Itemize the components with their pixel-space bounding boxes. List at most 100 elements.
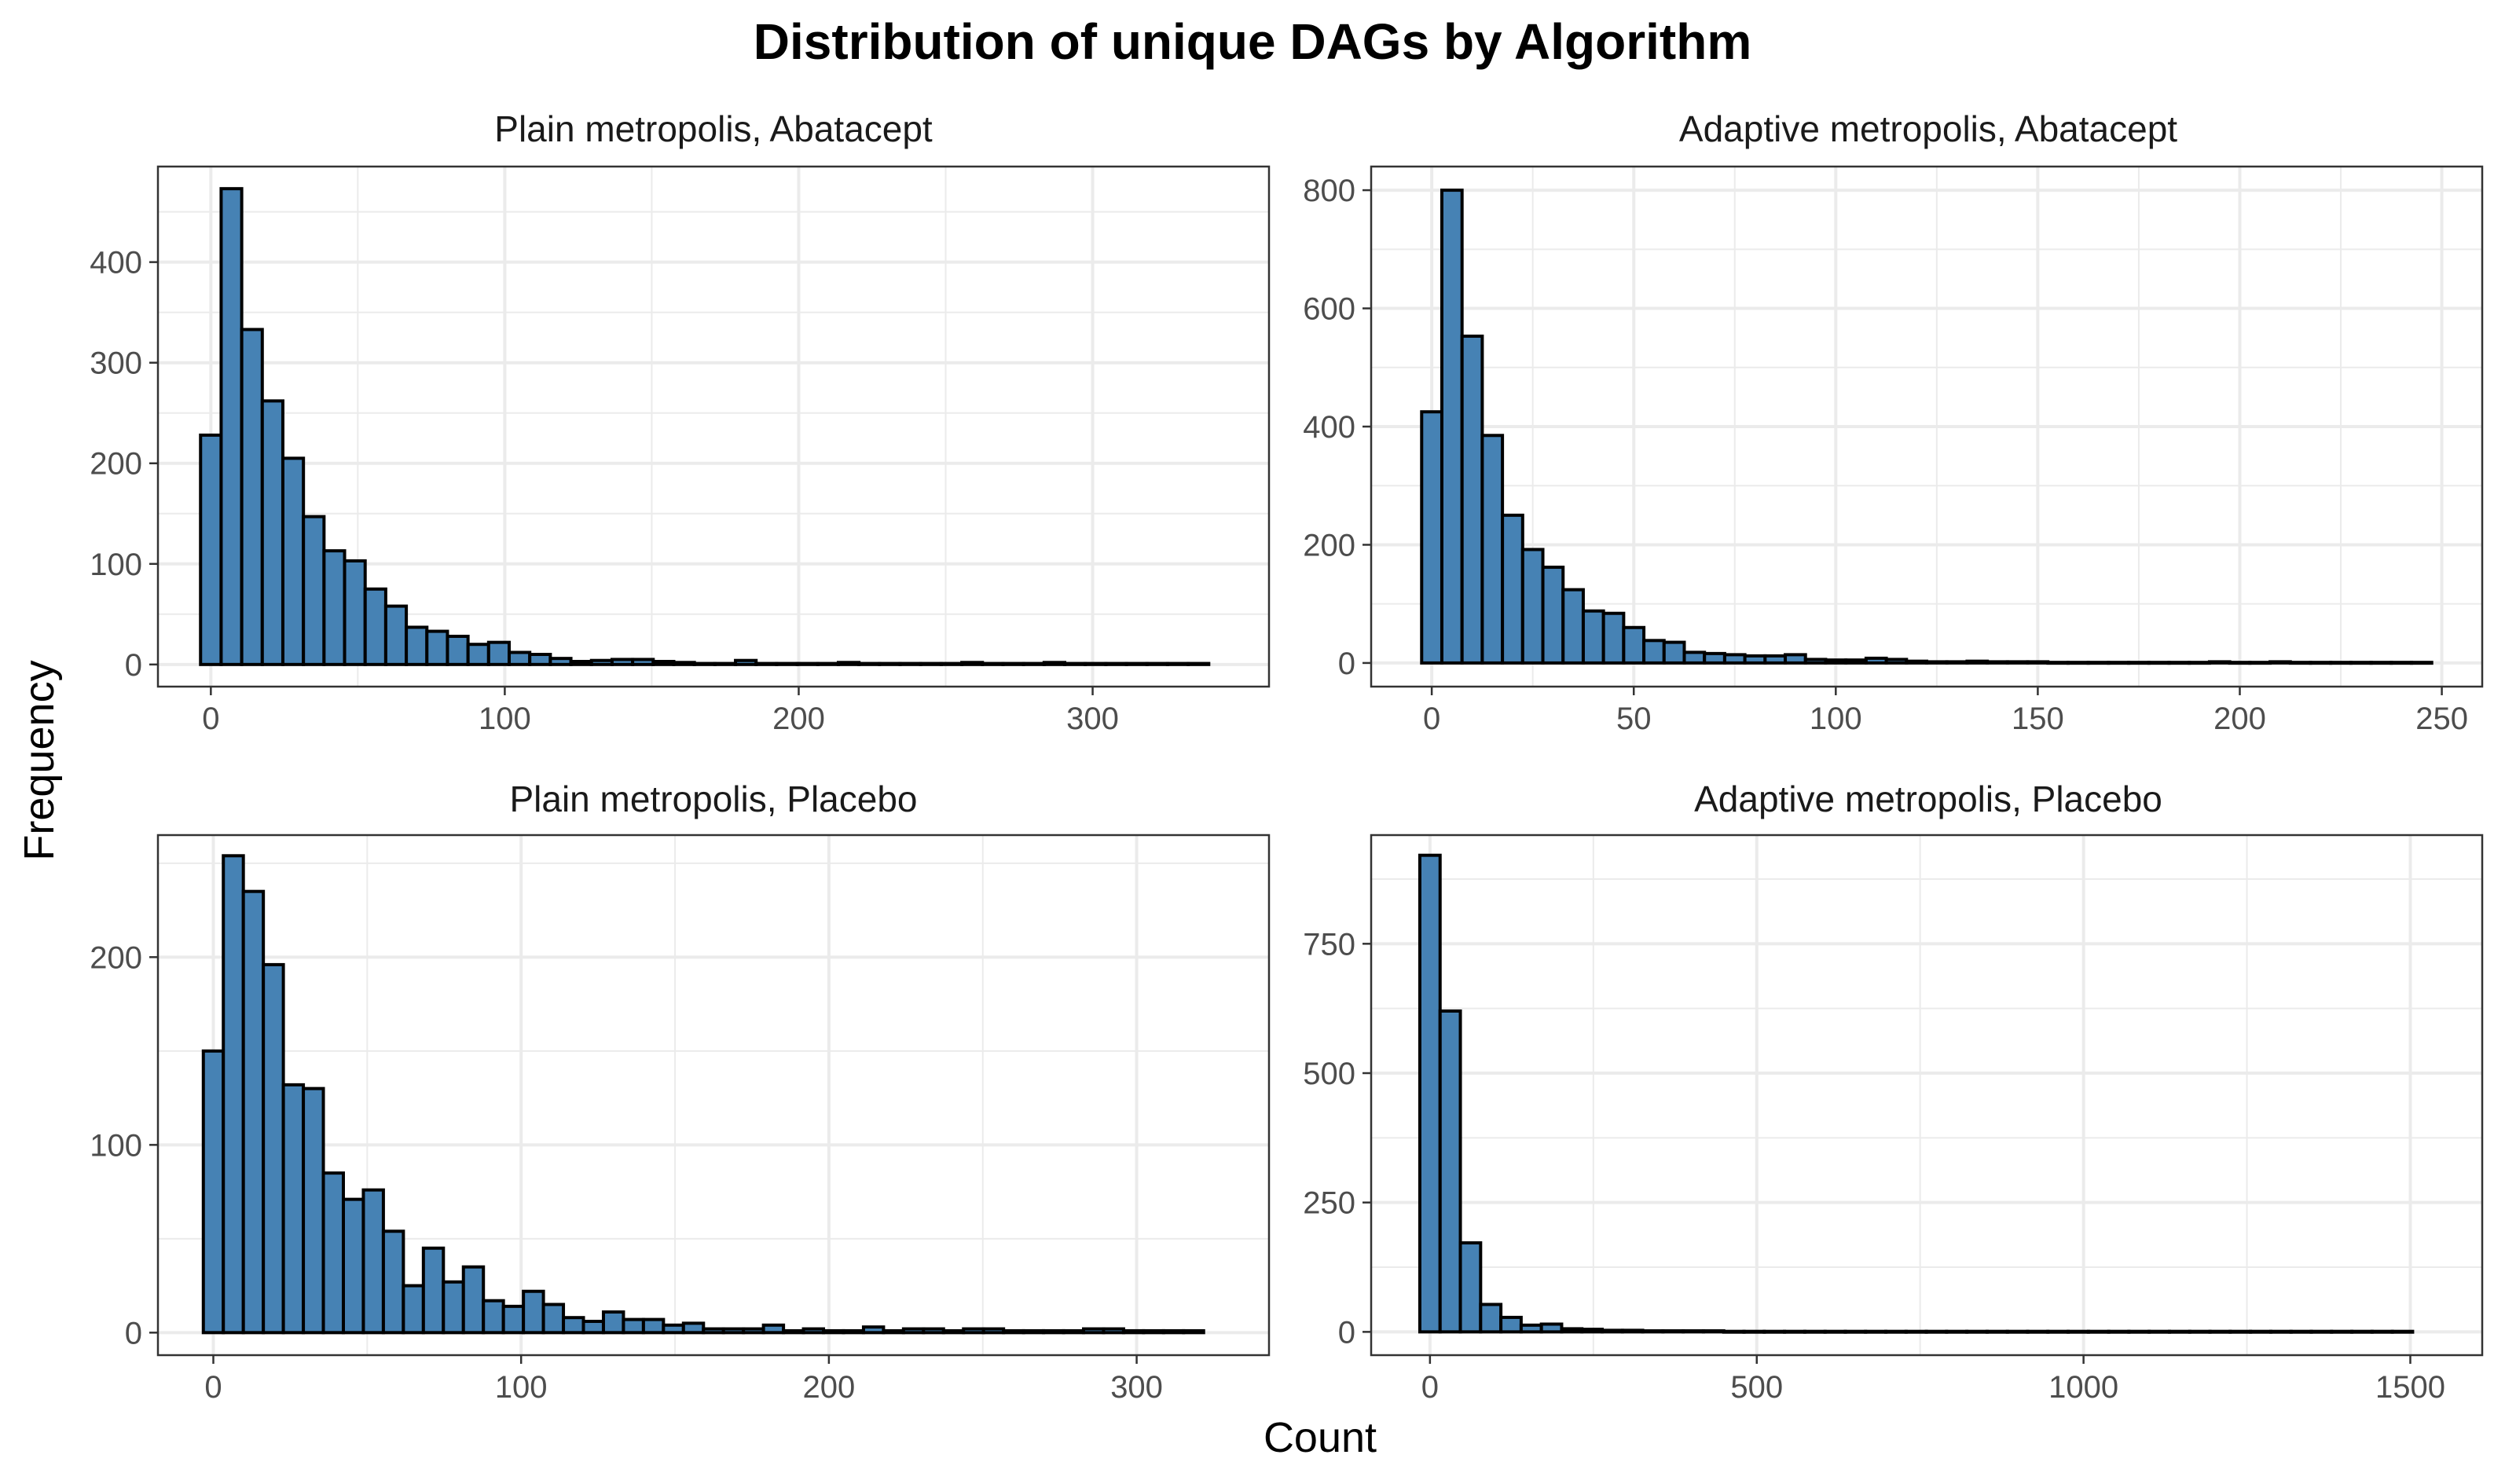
x-tick-label: 100 — [495, 1370, 548, 1405]
histogram-bar — [1063, 661, 1087, 666]
panel-plain-placebo: Plain metropolis, Placebo 0 100 200 300 0 100… — [90, 779, 1271, 1405]
histogram-bar — [919, 661, 943, 666]
x-tick-label: 200 — [2213, 702, 2266, 736]
histogram-bar — [1519, 1323, 1543, 1334]
histogram-bar — [1002, 1328, 1025, 1335]
y-tick-label: 250 — [1303, 1186, 1355, 1221]
histogram-bar — [1945, 660, 1969, 665]
panel-border — [156, 165, 1271, 688]
histogram-bar — [842, 1328, 865, 1335]
histogram-bar — [1743, 654, 1767, 665]
histogram-bar — [641, 1317, 666, 1335]
histogram-bar — [486, 640, 512, 666]
x-axis-title: Count — [1264, 1414, 1377, 1461]
histogram-bar — [466, 643, 490, 666]
histogram-bar — [1541, 566, 1565, 665]
histogram-bar — [2329, 661, 2353, 665]
histogram-bar — [2288, 661, 2312, 665]
histogram-bar — [1620, 1328, 1645, 1334]
y-tick-label: 0 — [1338, 1315, 1355, 1350]
histogram-bar — [1001, 661, 1025, 666]
histogram-bar — [651, 659, 676, 666]
histogram-bar — [1701, 1329, 1726, 1334]
histogram-bar — [2005, 660, 2030, 665]
y-tick-label: 500 — [1303, 1057, 1355, 1091]
y-tick-label: 300 — [90, 346, 142, 381]
histogram-bar — [589, 658, 614, 666]
histogram-bar — [222, 854, 245, 1335]
histogram-bar — [569, 659, 593, 666]
x-tick-label: 500 — [1730, 1370, 1783, 1405]
histogram-bar — [901, 1327, 926, 1335]
histogram-bar — [1161, 1328, 1186, 1335]
histogram-bar — [1703, 651, 1726, 665]
histogram-bar — [2147, 661, 2171, 665]
histogram-bar — [1440, 189, 1464, 665]
y-tick-label: 0 — [1338, 647, 1355, 681]
histogram-bar — [2026, 660, 2050, 665]
panel-title: Plain metropolis, Placebo — [509, 779, 917, 819]
histogram-bar — [1145, 661, 1169, 666]
histogram-bar — [402, 1284, 425, 1335]
histogram-bar — [898, 661, 922, 666]
histogram-bar — [2127, 661, 2151, 665]
histogram-bar — [2066, 661, 2090, 665]
histogram-bar — [1062, 1328, 1086, 1335]
histogram-bar — [721, 1327, 746, 1335]
histogram-bar — [2248, 661, 2272, 665]
y-tick-label: 200 — [90, 940, 142, 975]
histogram-bar — [322, 549, 347, 666]
y-tick-label: 200 — [1303, 528, 1355, 562]
histogram-bar — [1438, 1009, 1462, 1334]
histogram-bar — [1986, 660, 2009, 665]
histogram-bar — [522, 1289, 545, 1335]
histogram-bar — [383, 604, 409, 666]
histogram-bar — [1824, 658, 1848, 665]
y-tick-label: 600 — [1303, 292, 1355, 327]
histogram-bar — [199, 433, 223, 666]
x-tick-label: 300 — [1066, 702, 1119, 736]
histogram-bar — [302, 1086, 325, 1335]
histogram-bar — [1641, 1329, 1665, 1334]
histogram-bar — [2086, 661, 2111, 665]
histogram-bar — [801, 1327, 826, 1335]
histogram-bar — [461, 1265, 486, 1335]
histogram-bar — [1884, 658, 1909, 665]
histogram-bar — [2167, 661, 2191, 665]
histogram-bar — [1021, 661, 1046, 666]
histogram-bar — [1042, 1328, 1065, 1335]
histogram-bar — [1142, 1328, 1165, 1335]
histogram-bar — [2349, 661, 2373, 665]
x-tick-label: 1500 — [2375, 1370, 2445, 1405]
histogram-bar — [581, 1319, 605, 1335]
histogram-bar — [1420, 410, 1443, 665]
histogram-bar — [405, 625, 429, 666]
histogram-bar — [541, 1303, 566, 1335]
histogram-bar — [1622, 625, 1646, 665]
histogram-bar — [672, 661, 696, 666]
y-tick-label: 100 — [90, 548, 142, 582]
histogram-bar — [421, 1246, 446, 1335]
histogram-bar — [795, 661, 820, 666]
histogram-bar — [321, 1171, 345, 1335]
histogram-bar — [260, 399, 284, 666]
histogram-bar — [941, 1328, 966, 1335]
histogram-bar — [343, 559, 367, 666]
histogram-bar — [1104, 661, 1128, 666]
histogram-bar — [1084, 661, 1108, 666]
histogram-bar — [1864, 656, 1888, 665]
histogram-bar — [1042, 661, 1067, 666]
histogram-bar — [782, 1328, 805, 1335]
histogram-bar — [1561, 588, 1585, 665]
histogram-bar — [754, 661, 779, 666]
histogram-bar — [662, 1323, 685, 1335]
histogram-bar — [1501, 513, 1524, 665]
histogram-bar — [1121, 1328, 1146, 1335]
histogram-bar — [981, 661, 1005, 666]
histogram-bar — [1844, 658, 1868, 665]
histogram-bar — [501, 1304, 526, 1335]
histogram-bar — [1925, 660, 1949, 665]
histogram-bar — [622, 1317, 645, 1335]
histogram-bar — [1682, 650, 1707, 665]
